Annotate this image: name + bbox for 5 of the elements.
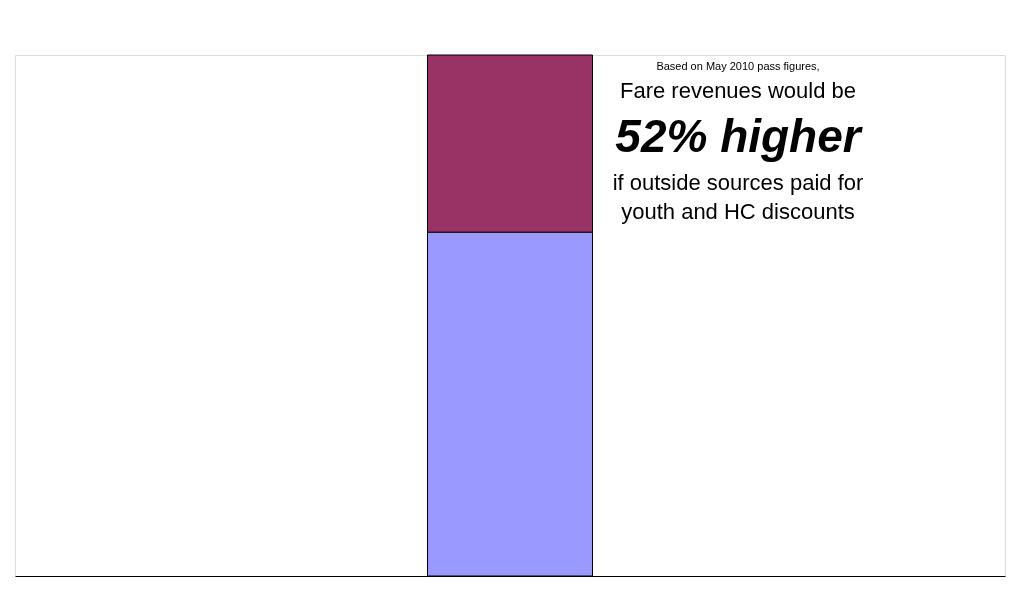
text: youth and HC discounts (621, 199, 855, 224)
text: Fare revenues would be (619, 78, 857, 103)
text: if outside sources paid for (612, 170, 864, 195)
text: 52% higher (615, 110, 863, 162)
text: Based on May 2010 pass figures, (656, 60, 820, 72)
